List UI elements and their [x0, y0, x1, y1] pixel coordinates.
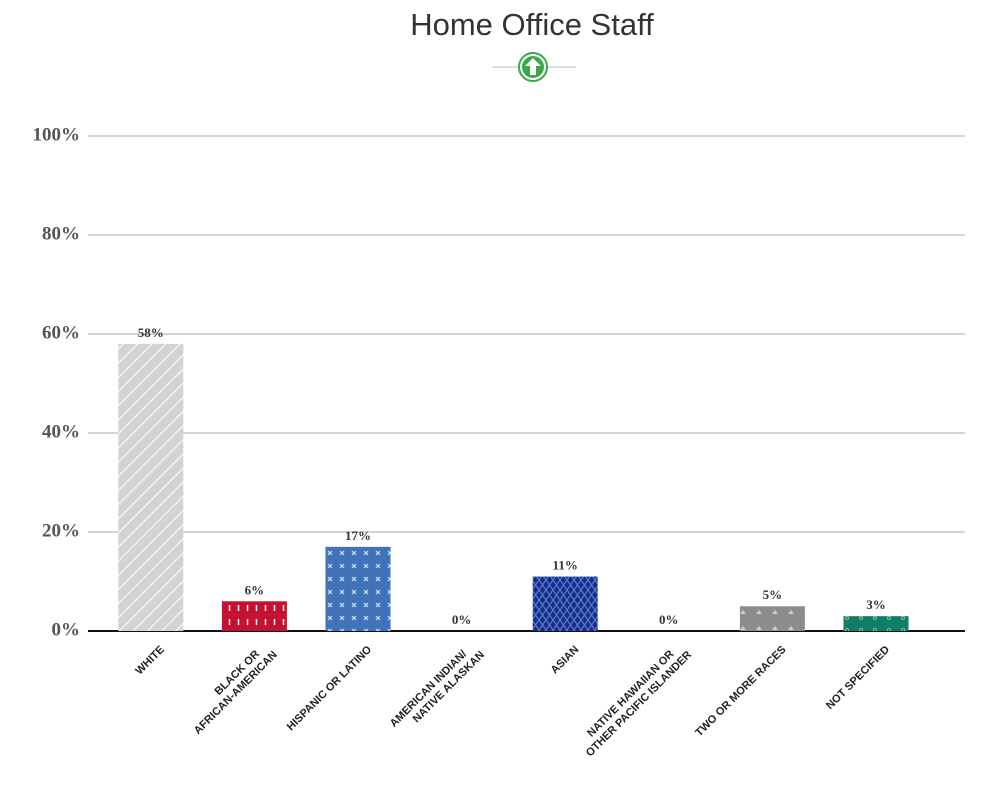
bar [118, 343, 184, 631]
value-label: 58% [138, 325, 164, 340]
x-tick-label: TWO OR MORE RACES [693, 644, 788, 739]
value-label: 3% [866, 597, 886, 612]
value-label: 0% [452, 612, 472, 627]
bar [221, 601, 287, 631]
value-label: 5% [763, 587, 783, 602]
value-label: 17% [345, 528, 371, 543]
bar [843, 616, 909, 631]
bar [325, 546, 391, 631]
x-tick-label-group: ASIAN [549, 644, 582, 677]
x-tick-label: OTHER PACIFIC ISLANDER [584, 649, 694, 759]
chart-title: Home Office Staff [410, 7, 654, 42]
x-tick-label: WHITE [133, 644, 167, 678]
value-label: 6% [245, 582, 265, 597]
y-tick-label: 60% [42, 322, 80, 343]
value-label: 0% [659, 612, 679, 627]
x-tick-label: AMERICAN INDIAN/ [388, 648, 470, 730]
x-tick-label: NOT SPECIFIED [824, 644, 892, 712]
x-tick-label: NATIVE HAWAIIAN OR [585, 648, 676, 739]
y-tick-label: 100% [33, 124, 81, 145]
y-tick-label: 0% [52, 619, 81, 640]
x-tick-label: AFRICAN-AMERICAN [192, 649, 280, 737]
title-icon [492, 52, 576, 82]
bar [532, 576, 598, 631]
x-tick-label-group: WHITE [133, 644, 167, 678]
bar [739, 606, 805, 631]
x-tick-label: ASIAN [549, 644, 582, 677]
y-tick-label: 20% [42, 520, 80, 541]
y-tick-label: 40% [42, 421, 80, 442]
x-tick-label-group: NOT SPECIFIED [824, 644, 892, 712]
x-tick-label-group: AMERICAN INDIAN/NATIVE ALASKAN [388, 648, 487, 730]
value-label: 11% [553, 558, 578, 573]
x-tick-label-group: HISPANIC OR LATINO [285, 643, 375, 733]
x-tick-label-group: TWO OR MORE RACES [693, 644, 788, 739]
y-tick-label: 80% [42, 223, 80, 244]
x-tick-label: HISPANIC OR LATINO [285, 643, 375, 733]
